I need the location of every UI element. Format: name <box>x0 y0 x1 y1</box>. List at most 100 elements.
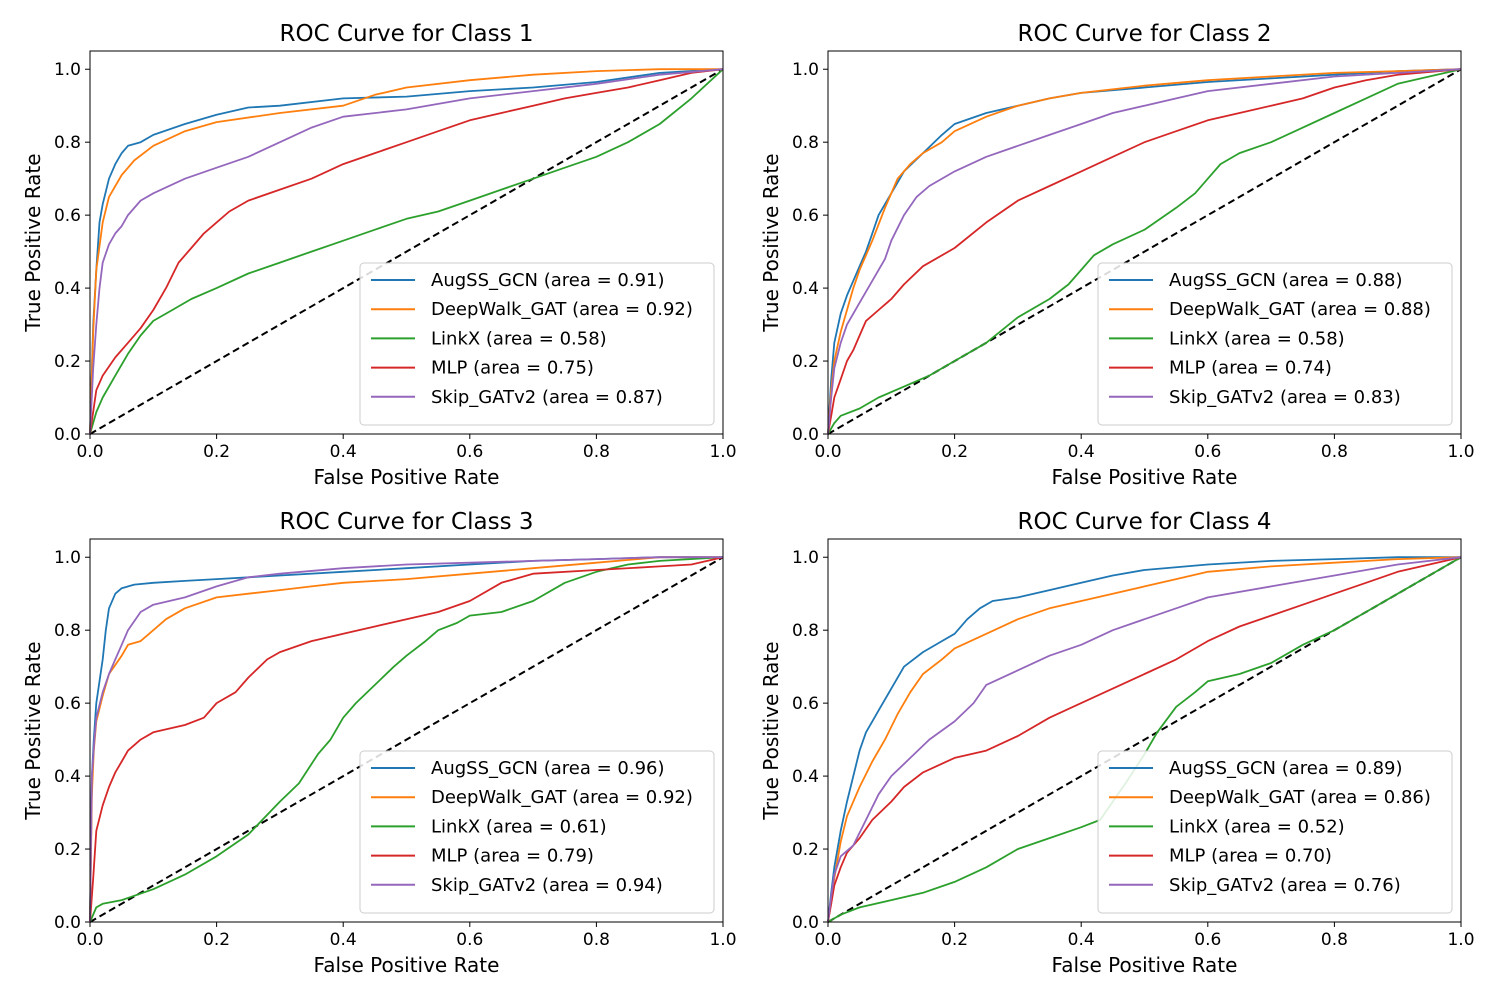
legend-entry: DeepWalk_GAT (area = 0.88) <box>1169 299 1431 320</box>
x-tick-label: 0.6 <box>456 930 483 950</box>
legend-entry: AugSS_GCN (area = 0.89) <box>1169 758 1403 779</box>
roc-curve-deepwalk-gat <box>89 68 723 435</box>
roc-curve-linkx <box>89 556 724 923</box>
legend-entry: AugSS_GCN (area = 0.88) <box>1169 270 1403 291</box>
x-axis-label: False Positive Rate <box>314 953 500 977</box>
x-tick-label: 1.0 <box>1447 930 1474 950</box>
roc-panel-class-3: ROC Curve for Class 3 0.0 0.2 0.4 0.6 0.8 1.0 0… <box>21 509 737 977</box>
roc-curve-augss-gcn <box>827 556 1461 923</box>
y-tick-label: 0.0 <box>792 913 819 933</box>
x-tick-label: 0.4 <box>330 442 357 462</box>
x-axis-label: False Positive Rate <box>314 465 500 489</box>
x-tick-label: 0.6 <box>456 442 483 462</box>
y-tick-label: 0.6 <box>54 694 81 714</box>
legend: AugSS_GCN (area = 0.91) DeepWalk_GAT (are… <box>359 262 715 426</box>
legend-entry: Skip_GATv2 (area = 0.76) <box>1169 875 1401 896</box>
roc-curve-skip-gatv2 <box>89 68 724 435</box>
legend: AugSS_GCN (area = 0.89) DeepWalk_GAT (are… <box>1097 750 1453 914</box>
x-tick-label: 0.6 <box>1194 930 1221 950</box>
legend-entry: Skip_GATv2 (area = 0.87) <box>431 387 663 408</box>
x-tick-label: 1.0 <box>709 930 736 950</box>
y-tick-label: 0.6 <box>792 694 819 714</box>
y-tick-label: 0.2 <box>54 840 81 860</box>
y-tick-label: 0.0 <box>792 425 819 445</box>
y-tick-label: 0.2 <box>792 840 819 860</box>
chance-diagonal-line <box>89 556 724 923</box>
y-tick-label: 1.0 <box>792 60 819 80</box>
plot-frame <box>827 50 1462 435</box>
y-axis-label: True Positive Rate <box>21 153 45 332</box>
x-tick-label: 0.4 <box>1068 442 1095 462</box>
x-tick-label: 0.0 <box>76 442 103 462</box>
x-tick-label: 0.2 <box>941 930 968 950</box>
legend-entry: DeepWalk_GAT (area = 0.86) <box>1169 787 1431 808</box>
legend-entry: AugSS_GCN (area = 0.96) <box>431 758 665 779</box>
x-tick-label: 0.8 <box>1321 930 1348 950</box>
x-tick-label: 0.8 <box>583 442 610 462</box>
roc-curve-mlp <box>89 556 724 923</box>
roc-panel-class-4: ROC Curve for Class 4 0.0 0.2 0.4 0.6 0.8 1.0 0… <box>759 509 1475 977</box>
legend-entry: MLP (area = 0.79) <box>431 846 594 867</box>
y-tick-label: 1.0 <box>792 548 819 568</box>
y-axis-label: True Positive Rate <box>21 641 45 820</box>
legend-entry: MLP (area = 0.75) <box>431 358 594 379</box>
legend-box <box>1097 262 1453 426</box>
legend-entry: AugSS_GCN (area = 0.91) <box>431 270 665 291</box>
plot-frame <box>827 538 1462 923</box>
plot-frame <box>89 50 724 435</box>
x-tick-label: 0.2 <box>941 442 968 462</box>
y-tick-label: 1.0 <box>54 60 81 80</box>
roc-curve-skip-gatv2 <box>89 556 723 923</box>
legend-entry: LinkX (area = 0.61) <box>431 816 607 837</box>
y-tick-label: 0.8 <box>54 621 81 641</box>
y-tick-label: 0.2 <box>54 352 81 372</box>
x-tick-label: 1.0 <box>709 442 736 462</box>
y-axis-label: True Positive Rate <box>759 641 783 820</box>
chart-title: ROC Curve for Class 3 <box>279 509 533 535</box>
legend-entry: LinkX (area = 0.52) <box>1169 816 1345 837</box>
plot-frame <box>89 538 724 923</box>
y-tick-label: 0.4 <box>54 279 81 299</box>
x-tick-label: 0.0 <box>814 442 841 462</box>
x-tick-label: 0.8 <box>583 930 610 950</box>
y-tick-label: 0.6 <box>792 206 819 226</box>
x-tick-label: 0.2 <box>203 442 230 462</box>
roc-curve-mlp <box>827 68 1462 435</box>
y-tick-label: 0.2 <box>792 352 819 372</box>
x-tick-label: 0.4 <box>330 930 357 950</box>
x-axis-label: False Positive Rate <box>1052 465 1238 489</box>
y-tick-label: 1.0 <box>54 548 81 568</box>
y-tick-label: 0.0 <box>54 913 81 933</box>
chance-diagonal-line <box>89 68 724 435</box>
legend-box <box>359 262 715 426</box>
roc-curve-skip-gatv2 <box>827 68 1462 435</box>
roc-curve-linkx <box>89 68 724 435</box>
legend-entry: MLP (area = 0.70) <box>1169 846 1332 867</box>
x-axis-label: False Positive Rate <box>1052 953 1238 977</box>
y-axis-label: True Positive Rate <box>759 153 783 332</box>
roc-curve-deepwalk-gat <box>827 68 1462 435</box>
x-tick-label: 0.4 <box>1068 930 1095 950</box>
legend-entry: LinkX (area = 0.58) <box>431 328 607 349</box>
roc-panel-class-2: ROC Curve for Class 2 0.0 0.2 0.4 0.6 0.8 1.0 0… <box>759 21 1475 489</box>
y-tick-label: 0.4 <box>792 279 819 299</box>
y-tick-label: 0.8 <box>792 621 819 641</box>
y-tick-label: 0.4 <box>792 767 819 787</box>
y-tick-label: 0.0 <box>54 425 81 445</box>
legend-entry: DeepWalk_GAT (area = 0.92) <box>431 787 693 808</box>
x-tick-label: 0.2 <box>203 930 230 950</box>
legend-entry: MLP (area = 0.74) <box>1169 358 1332 379</box>
roc-curve-linkx <box>827 68 1462 435</box>
legend-entry: LinkX (area = 0.58) <box>1169 328 1345 349</box>
chart-title: ROC Curve for Class 2 <box>1017 21 1271 47</box>
roc-curve-mlp <box>89 68 724 435</box>
legend-box <box>1097 750 1453 914</box>
y-tick-label: 0.8 <box>792 133 819 153</box>
roc-curve-augss-gcn <box>89 68 724 435</box>
legend: AugSS_GCN (area = 0.88) DeepWalk_GAT (are… <box>1097 262 1453 426</box>
x-tick-label: 0.0 <box>76 930 103 950</box>
legend-entry: Skip_GATv2 (area = 0.83) <box>1169 387 1401 408</box>
roc-curve-skip-gatv2 <box>827 556 1462 923</box>
legend-entry: Skip_GATv2 (area = 0.94) <box>431 875 663 896</box>
